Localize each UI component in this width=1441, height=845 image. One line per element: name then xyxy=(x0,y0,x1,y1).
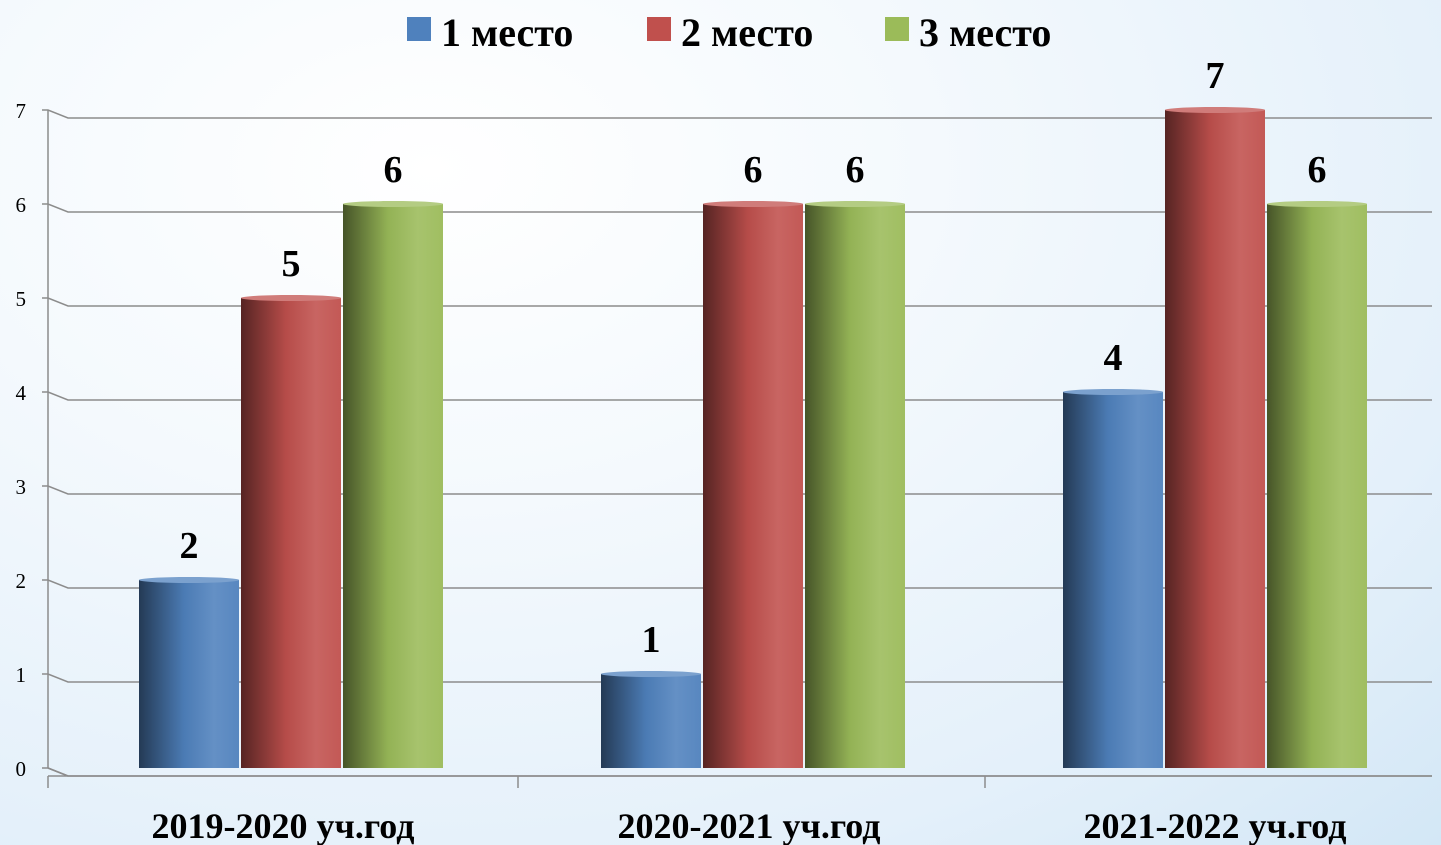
bar-1-2 xyxy=(241,295,341,768)
data-label: 2 xyxy=(180,525,199,567)
data-label: 6 xyxy=(1308,149,1327,191)
bar-cap xyxy=(703,201,803,207)
gridline xyxy=(42,767,1432,777)
gridline xyxy=(42,109,1432,119)
bar-2-2 xyxy=(703,201,803,768)
legend-label-3: 3 место xyxy=(919,10,1051,55)
y-tick-label: 5 xyxy=(16,287,27,311)
category-label: 2019-2020 уч.год xyxy=(152,806,415,845)
bar-2-3 xyxy=(805,201,905,768)
bar-1-3 xyxy=(343,201,443,768)
bar-cap xyxy=(1165,107,1265,113)
legend-label-2: 2 место xyxy=(681,10,813,55)
bar-body xyxy=(139,580,239,768)
legend-swatch-1 xyxy=(407,17,431,41)
bar-body xyxy=(1267,204,1367,768)
bar-3-1 xyxy=(1063,389,1163,768)
data-label: 6 xyxy=(744,149,763,191)
gridlines xyxy=(42,109,1432,777)
data-labels: 2 5 6 1 6 6 4 7 6 xyxy=(180,55,1327,661)
legend-swatch-2 xyxy=(647,17,671,41)
data-label: 5 xyxy=(282,243,301,285)
y-tick-label: 0 xyxy=(16,757,27,781)
category-label: 2020-2021 уч.год xyxy=(618,806,881,845)
bar-cap xyxy=(1063,389,1163,395)
bar-3-3 xyxy=(1267,201,1367,768)
y-tick-label: 1 xyxy=(16,663,27,687)
legend-label-1: 1 место xyxy=(441,10,573,55)
axis-depth-line xyxy=(47,767,69,777)
data-label: 4 xyxy=(1104,337,1123,379)
bar-3-2 xyxy=(1165,107,1265,768)
category-label: 2021-2022 уч.год xyxy=(1084,806,1347,845)
data-label: 7 xyxy=(1206,55,1225,97)
data-label: 6 xyxy=(846,149,865,191)
y-tick-label: 7 xyxy=(16,99,27,123)
bar-body xyxy=(1063,392,1163,768)
data-label: 1 xyxy=(642,619,661,661)
bars xyxy=(139,107,1367,768)
bar-body xyxy=(703,204,803,768)
y-tick-label: 3 xyxy=(16,475,27,499)
bar-body xyxy=(1165,110,1265,768)
category-labels: 2019-2020 уч.год 2020-2021 уч.год 2021-202… xyxy=(152,806,1347,845)
legend: 1 место 2 место 3 место xyxy=(407,10,1051,55)
bar-body xyxy=(601,674,701,768)
axes: 0 1 2 3 4 5 6 7 xyxy=(16,99,1432,788)
y-tick-label: 4 xyxy=(16,381,27,405)
y-tick-label: 2 xyxy=(16,569,27,593)
bar-cap xyxy=(241,295,341,301)
bar-body xyxy=(241,298,341,768)
bar-cap xyxy=(139,577,239,583)
bar-cap xyxy=(601,671,701,677)
legend-swatch-3 xyxy=(885,17,909,41)
bar-cap xyxy=(805,201,905,207)
bar-cap xyxy=(343,201,443,207)
bar-cap xyxy=(1267,201,1367,207)
data-label: 6 xyxy=(384,149,403,191)
bar-2-1 xyxy=(601,671,701,768)
bar-body xyxy=(343,204,443,768)
bar-1-1 xyxy=(139,577,239,768)
bar-body xyxy=(805,204,905,768)
y-tick-label: 6 xyxy=(16,193,27,217)
